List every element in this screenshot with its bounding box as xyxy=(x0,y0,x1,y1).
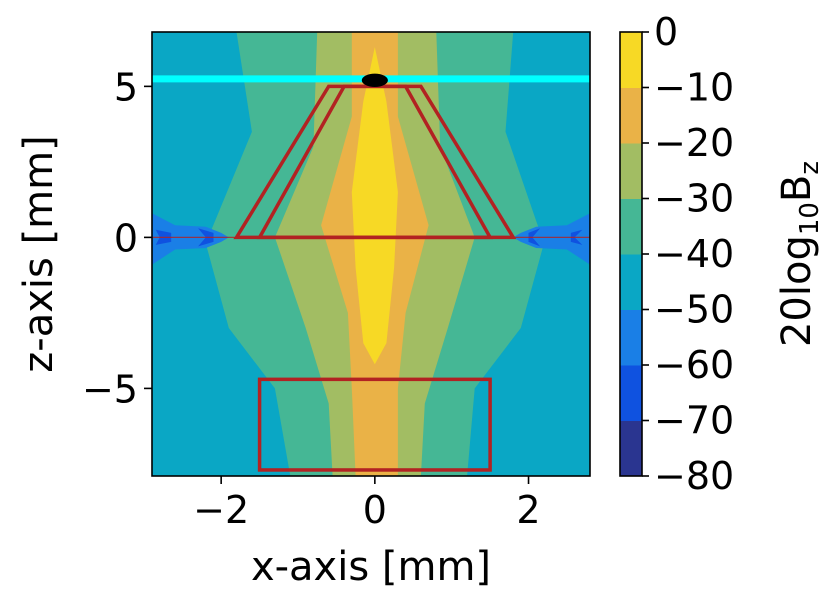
colorbar-label-tail: B xyxy=(774,175,820,202)
colorbar-label: 20log10Bz xyxy=(774,161,825,347)
field-contour-regions xyxy=(152,32,590,476)
colorbar-tick-label: −30 xyxy=(654,177,734,221)
x-tick-label: 2 xyxy=(516,488,540,532)
inner-trapezoid xyxy=(256,84,494,240)
field-region-3 xyxy=(351,47,398,365)
x-tick-label: −2 xyxy=(193,488,249,532)
colorbar-tick-label: −40 xyxy=(654,232,734,276)
colorbar-swatch-3 xyxy=(620,254,642,310)
field-region-4 xyxy=(152,213,229,265)
colorbar-tick-label: −60 xyxy=(654,343,734,387)
colorbar-swatch-1 xyxy=(620,365,642,421)
colorbar-swatch-4 xyxy=(620,198,642,255)
y-tick-label: −5 xyxy=(82,367,138,411)
y-axis-ticks: −5 0 5 xyxy=(82,65,152,411)
field-region-5 xyxy=(513,213,590,265)
colorbar-label-main: 20log xyxy=(774,235,820,347)
field-region-8 xyxy=(528,228,541,247)
colorbar-ticks: −80 −70 −60 −50 −40 −30 −20 −10 0 xyxy=(642,10,734,498)
colorbar-tick-label: −70 xyxy=(654,399,734,443)
colorbar-swatch-0 xyxy=(620,420,642,477)
source-dot xyxy=(361,73,388,87)
y-axis-label: z-axis [mm] xyxy=(16,135,62,372)
bottom-rectangle xyxy=(257,377,492,472)
x-axis-label: x-axis [mm] xyxy=(251,544,491,590)
contour-plot-area xyxy=(152,32,590,476)
colorbar-swatch-5 xyxy=(620,143,642,199)
colorbar-swatch-6 xyxy=(620,87,642,144)
colorbar-tick-label: −10 xyxy=(654,66,734,110)
colorbar-tick-label: −80 xyxy=(654,454,734,498)
colorbar-tick-label: −20 xyxy=(654,121,734,165)
colorbar-swatch-2 xyxy=(620,309,642,366)
x-axis-ticks: −2 0 2 xyxy=(193,476,541,532)
y-tick-label: 0 xyxy=(114,216,138,260)
colorbar-label-sub: 10 xyxy=(795,202,825,235)
colorbar-swatch-7 xyxy=(620,32,642,88)
colorbar-tick-label: 0 xyxy=(654,10,678,54)
y-tick-label: 5 xyxy=(114,65,138,109)
colorbar-label-tail-sub: z xyxy=(795,161,825,175)
field-region-9 xyxy=(570,229,583,245)
geometry-overlays xyxy=(152,73,590,472)
colorbar xyxy=(620,32,642,477)
x-tick-label: 0 xyxy=(363,488,387,532)
plot-frame xyxy=(151,31,591,477)
colorbar-tick-label: −50 xyxy=(654,288,734,332)
